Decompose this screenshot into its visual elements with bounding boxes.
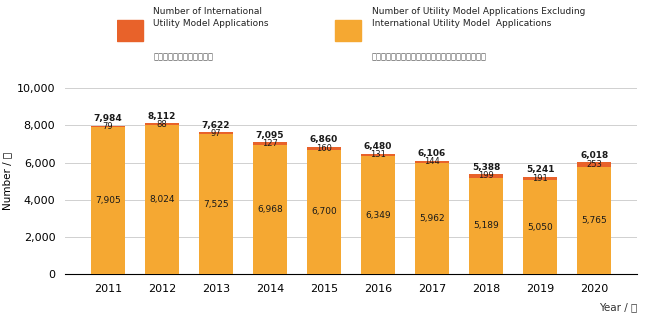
Bar [469,178,503,274]
Text: 5,050: 5,050 [527,223,553,232]
Bar [523,177,557,180]
Bar [253,142,287,145]
Text: 88: 88 [157,120,167,129]
Bar [307,150,341,274]
Bar [307,146,341,150]
Text: 6,700: 6,700 [311,207,337,216]
Bar [577,162,611,167]
Text: 199: 199 [478,171,494,180]
Text: 7,095: 7,095 [255,131,284,140]
Text: 79: 79 [103,122,113,131]
Bar [415,161,449,163]
Text: 7,984: 7,984 [94,114,122,123]
Text: 131: 131 [370,150,386,159]
Bar [199,132,233,134]
Text: 6,480: 6,480 [364,142,392,152]
Bar [577,167,611,274]
Bar [361,156,395,274]
Text: 国際実用新案登録出願を除く実用新案登録出願件数: 国際実用新案登録出願を除く実用新案登録出願件数 [372,53,487,61]
Text: 6,018: 6,018 [580,151,608,160]
Text: 5,241: 5,241 [526,165,554,175]
Text: 8,112: 8,112 [148,112,176,121]
Text: 5,388: 5,388 [472,163,500,172]
Bar [361,154,395,156]
Text: 5,765: 5,765 [581,216,607,225]
Text: 127: 127 [262,139,278,148]
Text: Year / 年: Year / 年 [599,302,637,312]
Bar [145,125,179,274]
Bar [91,127,125,274]
Text: 160: 160 [316,144,332,152]
Text: 5,962: 5,962 [419,214,445,223]
Bar [469,174,503,178]
FancyBboxPatch shape [117,20,143,42]
Bar [253,145,287,274]
Bar [415,163,449,274]
Text: Number of Utility Model Applications Excluding
International Utility Model  Appl: Number of Utility Model Applications Exc… [372,7,585,27]
Bar [199,134,233,274]
Bar [145,123,179,125]
Y-axis label: Number / 件: Number / 件 [3,152,12,210]
Bar [91,126,125,127]
Text: 7,905: 7,905 [95,196,121,205]
Text: 191: 191 [532,174,548,183]
Text: 97: 97 [211,129,221,138]
FancyBboxPatch shape [335,20,361,42]
Text: 6,349: 6,349 [365,210,391,220]
Text: 6,106: 6,106 [418,149,446,158]
Text: 国際実用新案登録出願件数: 国際実用新案登録出願件数 [153,53,213,61]
Text: 7,525: 7,525 [203,200,229,209]
Text: 8,024: 8,024 [149,195,175,204]
Text: 5,189: 5,189 [473,221,499,230]
Text: 253: 253 [586,160,602,169]
Text: 6,860: 6,860 [310,135,338,144]
Text: 6,968: 6,968 [257,205,283,214]
Text: Number of International
Utility Model Applications: Number of International Utility Model Ap… [153,7,269,27]
Text: 7,622: 7,622 [202,121,230,130]
Bar [523,180,557,274]
Text: 144: 144 [424,158,440,166]
